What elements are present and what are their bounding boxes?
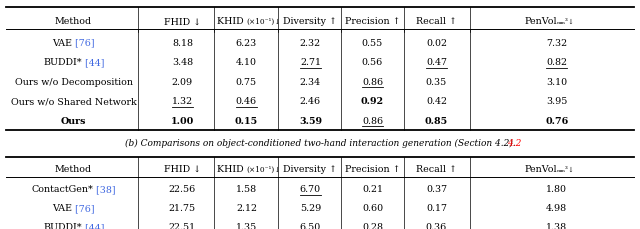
- Text: Ours w/o Shared Network: Ours w/o Shared Network: [11, 97, 136, 106]
- Text: 3.95: 3.95: [546, 97, 568, 106]
- Text: 0.28: 0.28: [362, 222, 383, 229]
- Text: 2.32: 2.32: [300, 38, 321, 47]
- Text: 0.02: 0.02: [426, 38, 447, 47]
- Text: 2.46: 2.46: [300, 97, 321, 106]
- Text: KHID: KHID: [217, 17, 246, 26]
- Text: 0.21: 0.21: [362, 184, 383, 193]
- Text: 21.75: 21.75: [169, 203, 196, 212]
- Text: 0.15: 0.15: [235, 116, 258, 125]
- Text: 6.70: 6.70: [300, 184, 321, 193]
- Text: 0.55: 0.55: [362, 38, 383, 47]
- Text: ₘₘ³↓: ₘₘ³↓: [557, 165, 575, 173]
- Text: VAE: VAE: [52, 38, 72, 47]
- Text: 0.85: 0.85: [425, 116, 448, 125]
- Text: 5.29: 5.29: [300, 203, 321, 212]
- Text: [44]: [44]: [82, 58, 104, 67]
- Text: 0.86: 0.86: [362, 77, 383, 86]
- Text: FHID ↓: FHID ↓: [164, 164, 201, 174]
- Text: Diversity ↑: Diversity ↑: [284, 17, 337, 26]
- Text: KHID: KHID: [217, 164, 246, 174]
- Text: 0.47: 0.47: [426, 58, 447, 67]
- Text: [76]: [76]: [72, 38, 95, 47]
- Text: 22.51: 22.51: [169, 222, 196, 229]
- Text: 8.18: 8.18: [172, 38, 193, 47]
- Text: 3.48: 3.48: [172, 58, 193, 67]
- Text: 6.23: 6.23: [236, 38, 257, 47]
- Text: Diversity ↑: Diversity ↑: [284, 164, 337, 174]
- Text: (b) Comparisons on object-conditioned two-hand interaction generation (Section 4: (b) Comparisons on object-conditioned tw…: [125, 139, 515, 148]
- Text: Method: Method: [55, 164, 92, 174]
- Text: 0.76: 0.76: [545, 116, 568, 125]
- Text: 4.98: 4.98: [546, 203, 568, 212]
- Text: 3.59: 3.59: [299, 116, 322, 125]
- Text: 0.42: 0.42: [426, 97, 447, 106]
- Text: 0.82: 0.82: [547, 58, 567, 67]
- Text: 6.50: 6.50: [300, 222, 321, 229]
- Text: 1.38: 1.38: [546, 222, 568, 229]
- Text: Precision ↑: Precision ↑: [345, 164, 400, 174]
- Text: 1.00: 1.00: [171, 116, 194, 125]
- Text: Method: Method: [55, 17, 92, 26]
- Text: Ours: Ours: [61, 116, 86, 125]
- Text: 2.12: 2.12: [236, 203, 257, 212]
- Text: Recall ↑: Recall ↑: [416, 164, 457, 174]
- Text: 0.56: 0.56: [362, 58, 383, 67]
- Text: 7.32: 7.32: [546, 38, 568, 47]
- Text: BUDDI*: BUDDI*: [43, 222, 82, 229]
- Text: Ours w/o Decomposition: Ours w/o Decomposition: [15, 77, 132, 86]
- Text: 0.86: 0.86: [362, 116, 383, 125]
- Text: 0.75: 0.75: [236, 77, 257, 86]
- Text: 0.46: 0.46: [236, 97, 257, 106]
- Text: [38]: [38]: [93, 184, 116, 193]
- Text: 0.92: 0.92: [361, 97, 384, 106]
- Text: Recall ↑: Recall ↑: [416, 17, 457, 26]
- Text: 1.32: 1.32: [172, 97, 193, 106]
- Text: 1.80: 1.80: [547, 184, 567, 193]
- Text: 0.37: 0.37: [426, 184, 447, 193]
- Text: 22.56: 22.56: [169, 184, 196, 193]
- Text: PenVol: PenVol: [524, 17, 557, 26]
- Text: 1.35: 1.35: [236, 222, 257, 229]
- Text: [44]: [44]: [82, 222, 104, 229]
- Text: (×10⁻¹)↓: (×10⁻¹)↓: [246, 165, 281, 173]
- Text: ₘₘ³↓: ₘₘ³↓: [557, 18, 575, 26]
- Text: 2.09: 2.09: [172, 77, 193, 86]
- Text: 3.10: 3.10: [546, 77, 568, 86]
- Text: (×10⁻¹)↓: (×10⁻¹)↓: [246, 18, 281, 26]
- Text: [76]: [76]: [72, 203, 95, 212]
- Text: FHID ↓: FHID ↓: [164, 17, 201, 26]
- Text: 2.71: 2.71: [300, 58, 321, 67]
- Text: PenVol: PenVol: [524, 164, 557, 174]
- Text: 0.60: 0.60: [362, 203, 383, 212]
- Text: 4.10: 4.10: [236, 58, 257, 67]
- Text: BUDDI*: BUDDI*: [43, 58, 82, 67]
- Text: VAE: VAE: [52, 203, 72, 212]
- Text: 0.35: 0.35: [426, 77, 447, 86]
- Text: 4.2: 4.2: [508, 139, 522, 148]
- Text: 2.34: 2.34: [300, 77, 321, 86]
- Text: Precision ↑: Precision ↑: [345, 17, 400, 26]
- Text: 1.58: 1.58: [236, 184, 257, 193]
- Text: 0.17: 0.17: [426, 203, 447, 212]
- Text: 0.36: 0.36: [426, 222, 447, 229]
- Text: ContactGen*: ContactGen*: [31, 184, 93, 193]
